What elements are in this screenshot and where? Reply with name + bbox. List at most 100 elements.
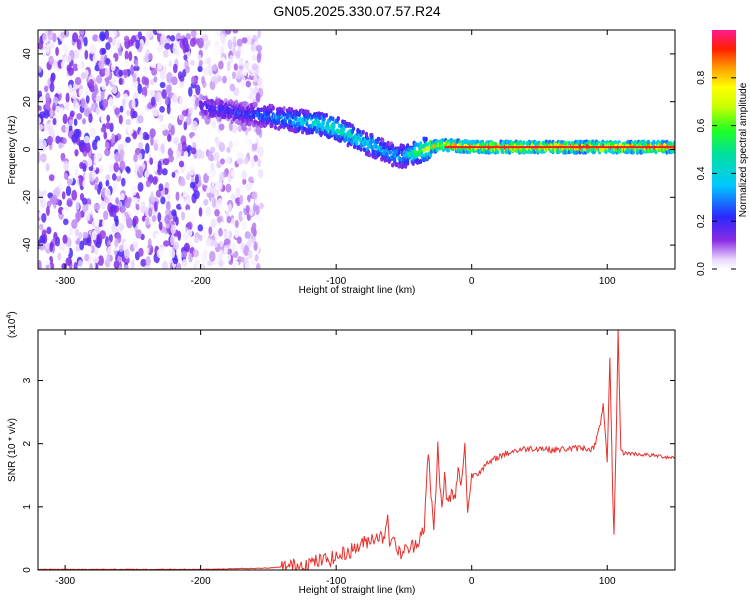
spectrogram-noise-cell xyxy=(162,158,170,166)
spectrogram-noise-cell xyxy=(62,218,69,226)
spectrogram-noise-cell xyxy=(113,260,120,269)
spectrogram-noise-cell xyxy=(45,92,51,102)
spectrogram-noise-cell xyxy=(176,262,182,269)
spectrogram-noise-cell xyxy=(245,136,250,146)
spectrogram-noise-cell xyxy=(54,105,62,117)
spectrogram-noise-cell xyxy=(100,90,105,101)
spectrogram-noise-cell xyxy=(206,169,212,177)
spectrogram-noise-cell xyxy=(156,62,163,71)
spectrogram-noise-cell xyxy=(169,111,174,119)
spectrogram-noise-cell xyxy=(163,240,170,247)
spectrogram-noise-cell xyxy=(118,50,123,57)
spectrogram-noise-cell xyxy=(133,65,140,72)
spectrogram-ridge-cell xyxy=(419,159,423,164)
spectrogram-noise-cell xyxy=(38,184,46,192)
spectrogram-noise-cell xyxy=(58,263,63,269)
spectrogram-noise-cell xyxy=(236,71,242,80)
spectrogram-noise-cell xyxy=(194,97,200,107)
spectrogram-noise-cell xyxy=(143,65,148,73)
spectrogram-noise-cell xyxy=(188,86,193,97)
spectrogram-noise-cell xyxy=(257,168,264,179)
spectrogram-noise-cell xyxy=(38,139,43,149)
spectrogram-ridge-cell xyxy=(669,141,673,147)
spectrogram-noise-cell xyxy=(223,238,231,245)
spectrogram-noise-cell xyxy=(123,240,128,250)
spectrogram-ridge-cell xyxy=(237,110,241,116)
spectrogram-ridge-cell xyxy=(324,112,328,118)
spectrogram-noise-cell xyxy=(171,93,178,103)
spectrogram-noise-cell xyxy=(67,66,75,76)
spectrogram-noise-cell xyxy=(234,139,241,147)
y-tick-label: 3 xyxy=(22,377,33,383)
spectrogram-noise-cell xyxy=(127,125,134,135)
spectrogram-noise-cell xyxy=(105,179,110,187)
spectrogram-noise-cell xyxy=(145,216,150,226)
spectrogram-noise-cell xyxy=(88,113,93,123)
spectrogram-noise-cell xyxy=(151,215,157,223)
spectrogram-noise-cell xyxy=(111,207,117,218)
spectrogram-noise-cell xyxy=(162,49,169,58)
spectrogram-ridge-cell xyxy=(242,118,246,123)
spectrogram-noise-cell xyxy=(241,221,247,231)
spectrogram-noise-cell xyxy=(81,97,86,109)
spectrogram-noise-cell xyxy=(53,176,60,188)
spectrogram-noise-cell xyxy=(236,38,243,47)
x-tick-label: 100 xyxy=(599,276,616,287)
spectrogram-noise-cell xyxy=(197,66,203,73)
snr-y-multiplier: (x104) xyxy=(6,311,18,338)
spectrogram-noise-cell xyxy=(64,100,70,111)
spectrogram-noise-cell xyxy=(73,262,78,269)
spectrogram-noise-cell xyxy=(44,258,51,266)
snr-y-ticks: 0 1 2 3 xyxy=(22,377,675,573)
spectrogram-noise-cell xyxy=(125,118,131,126)
spectrogram-noise-cell xyxy=(253,241,258,252)
spectrogram-ridge-cell xyxy=(404,164,408,169)
spectrogram-noise-cell xyxy=(99,230,106,240)
spectrogram-noise-cell xyxy=(234,219,239,229)
spectrogram-noise-cell xyxy=(212,30,217,37)
spectrogram-noise-cell xyxy=(218,60,224,70)
spectrogram-noise-cell xyxy=(250,158,255,169)
spectrogram-noise-cell xyxy=(244,86,251,98)
spectrogram-noise-cell xyxy=(132,131,138,140)
spectrogram-noise-cell xyxy=(110,30,117,38)
spectrogram-noise-cell xyxy=(138,165,144,176)
spectrogram-noise-cell xyxy=(130,64,134,75)
snr-series-line xyxy=(38,330,675,570)
spectrogram-noise-cell xyxy=(38,117,42,124)
spectrogram-noise-cell xyxy=(240,79,246,90)
spectrogram-noise-cell xyxy=(212,120,217,129)
spectrogram-noise-cell xyxy=(139,129,144,141)
spectrogram-noise-cell xyxy=(159,69,166,80)
spectrogram-noise-cell xyxy=(218,123,225,131)
spectrogram-noise-cell xyxy=(164,43,171,50)
spectrogram-ridge-cell xyxy=(254,102,258,108)
spectrogram-noise-cell xyxy=(230,193,236,200)
spectrogram-ridge-cell xyxy=(376,136,381,142)
spectrogram-noise-cell xyxy=(205,123,212,130)
spectrogram-noise-cell xyxy=(192,249,199,258)
spectrogram-noise-cell xyxy=(190,214,196,224)
spectrogram-ridge-cell xyxy=(355,140,359,146)
spectrogram-ridge-cell xyxy=(383,149,387,155)
spectrogram-noise-cell xyxy=(84,171,91,183)
spectrogram-noise-cell xyxy=(145,180,151,188)
spectrogram-noise-cell xyxy=(133,153,138,163)
spectrogram-noise-cell xyxy=(153,142,159,152)
spectrogram-noise-cell xyxy=(135,229,142,239)
spectrogram-noise-cell xyxy=(181,211,185,221)
spectrogram-ridge-cell xyxy=(358,137,362,142)
spectrogram-ridge-cell xyxy=(273,125,278,130)
spectrogram-noise-cell xyxy=(55,236,61,247)
spectrogram-noise-cell xyxy=(44,242,51,250)
spectrogram-noise-cell xyxy=(124,58,130,69)
spectrogram-noise-cell xyxy=(211,131,216,139)
spectrogram-noise-cell xyxy=(41,212,47,223)
spectrogram-ridge-cell xyxy=(327,125,331,131)
spectrogram-noise-cell xyxy=(257,158,262,168)
spectrogram-noise-cell xyxy=(51,194,58,205)
spectrogram-y-axis-label: Frequency (Hz) xyxy=(7,116,18,185)
spectrogram-noise-cell xyxy=(48,55,54,66)
spectrogram-noise-cell xyxy=(183,242,190,253)
spectrogram-noise-cell xyxy=(75,201,80,211)
